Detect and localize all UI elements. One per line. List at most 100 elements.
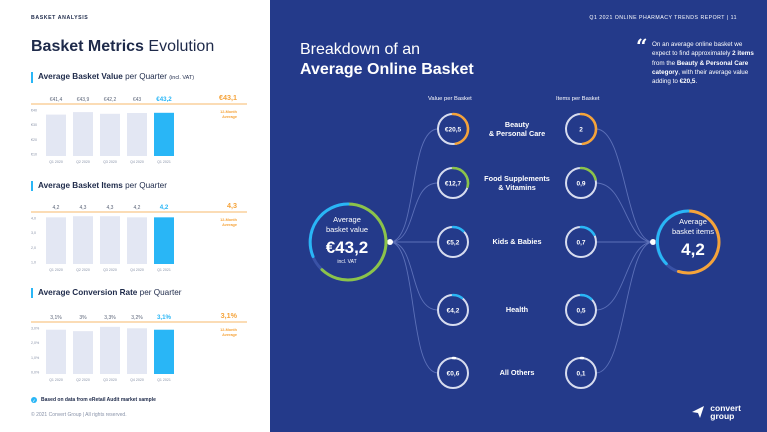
quote-bold: 2 items [732, 50, 754, 58]
basket-network-diagram: €20,5 2 €12,7 0,9 €5,2 0,7 €4,2 0,5 €0,6 0,1 [308, 112, 721, 389]
basket-items-heading: Average Basket Items per Quarter [31, 181, 167, 191]
logo-line1: convert [710, 403, 741, 413]
avg-items-number: 4,2 [681, 240, 705, 259]
x-tick-label: Q2 2020 [76, 378, 90, 382]
data-label: 3,1% [157, 314, 172, 321]
avg-items-label-line1: Average [679, 217, 707, 226]
x-tick-label: Q3 2020 [103, 268, 117, 272]
items-column-header: Items per Basket [556, 96, 600, 102]
connector-line [595, 182, 654, 243]
avg-items-ring-arc-blue [655, 209, 690, 266]
logo-line2: group [710, 411, 735, 421]
avg-value-sub: incl. VAT [337, 259, 357, 265]
items-ring-label: 0,9 [576, 180, 585, 187]
connector-line [595, 241, 654, 374]
breakdown-title-line2: Average Online Basket [300, 61, 474, 78]
hub-dot [387, 239, 393, 245]
value-column-header: Value per Basket [428, 96, 472, 102]
connector-line [389, 241, 439, 311]
section-tag: BASKET ANALYSIS [31, 15, 89, 21]
insight-quote: On an average online basket we expect to… [652, 40, 760, 86]
data-label: 3,2% [131, 315, 143, 321]
items-ring-label: 0,1 [576, 370, 585, 377]
data-label: 3,3% [104, 315, 116, 321]
average-label: 12-Month [220, 110, 238, 114]
bar [154, 329, 174, 374]
footnote-text: Based on data from eRetail Audit market … [41, 397, 156, 403]
data-label: 4,2 [160, 204, 169, 211]
average-value: 4,3 [227, 201, 237, 210]
avg-items-label-line2: basket items [671, 226, 715, 236]
items-ring-label: 2 [579, 126, 583, 133]
quote-icon: “ [636, 34, 648, 58]
basket-items-chart: 4,0 3,0 2,0 1,0 4,2 Q1 2020 4,3 Q2 2020 4,3 Q3 20… [31, 201, 247, 272]
average-value: €43,1 [219, 93, 237, 102]
footnote: ✓ Based on data from eRetail Audit market… [31, 397, 156, 403]
avg-value-ring-arc-blue [308, 202, 350, 258]
connector-line [595, 128, 654, 243]
x-tick-label: Q4 2020 [130, 378, 144, 382]
value-ring-label: €20,5 [445, 126, 462, 133]
connector-line [389, 241, 439, 374]
category-label: Kids & Babies [492, 237, 542, 247]
bar [127, 113, 147, 156]
convert-group-logo: convert group [690, 404, 741, 420]
bar [100, 326, 120, 374]
items-ring-label: 0,7 [576, 239, 585, 246]
y-tick-label: €30 [31, 123, 37, 127]
basket-metrics-panel: BASKET ANALYSIS Basket Metrics Evolution… [0, 0, 270, 432]
average-value: 3,1% [221, 311, 238, 320]
data-label: 3,1% [50, 315, 62, 321]
basket-items-heading-bold: Average Basket Items [38, 181, 123, 190]
avg-value-ring-arc-green [320, 202, 388, 282]
quote-part: , with their average value adding to [652, 68, 749, 86]
value-ring-label: €5,2 [447, 239, 460, 246]
category-label: All Others [499, 368, 535, 378]
x-tick-label: Q4 2020 [130, 268, 144, 272]
bar [127, 217, 147, 264]
average-label: 12-Month [220, 218, 238, 222]
conversion-rate-heading: Average Conversion Rate per Quarter [31, 288, 182, 298]
copyright: © 2021 Convert Group | All rights reserv… [31, 412, 127, 418]
data-label: €42,2 [104, 97, 117, 103]
y-tick-label: 1,0 [31, 261, 36, 265]
x-tick-label: Q1 2021 [157, 160, 171, 164]
y-tick-label: 3,0 [31, 231, 36, 235]
quote-part: On an average online basket we expect to… [652, 41, 743, 58]
connector-line [389, 182, 439, 243]
conversion-rate-heading-bold: Average Conversion Rate [38, 288, 138, 297]
y-tick-label: €20 [31, 138, 37, 142]
y-tick-label: €10 [31, 153, 37, 157]
x-tick-label: Q1 2021 [157, 268, 171, 272]
bar [127, 328, 147, 374]
x-tick-label: Q3 2020 [103, 378, 117, 382]
data-label: 4,2 [134, 205, 141, 211]
avg-value-number: €43,2 [325, 238, 369, 257]
items-ring-arc [579, 293, 593, 301]
basket-value-chart: €40 €30 €20 €10 €41,4 Q1 2020 €43,9 Q2 2020 €42,… [31, 93, 247, 164]
x-tick-label: Q1 2020 [49, 268, 63, 272]
bar [73, 216, 93, 264]
data-label: 4,3 [107, 205, 114, 211]
category-label: Health [505, 305, 529, 315]
quote-part: . [695, 78, 698, 86]
breakdown-title-line1: Breakdown of an [300, 41, 421, 58]
value-ring-label: €12,7 [445, 180, 462, 187]
info-icon: ✓ [31, 397, 37, 403]
page-title-bold: Basket Metrics [31, 38, 144, 55]
value-ring-arc [451, 225, 465, 233]
y-tick-label: 2,0% [31, 341, 40, 345]
bar [73, 112, 93, 156]
basket-value-heading-rest: per Quarter [122, 72, 170, 81]
value-ring-arc [451, 166, 470, 189]
items-ring-label: 0,5 [576, 307, 585, 314]
avg-items-ring-arc-orange [676, 209, 721, 275]
items-ring-arc [579, 166, 597, 181]
value-ring-arc [451, 293, 464, 300]
y-tick-label: 3,0% [31, 327, 40, 331]
average-basket-value-label: Average basket value €43,2 incl. VAT [312, 215, 382, 265]
y-tick-label: 2,0 [31, 246, 36, 250]
data-label: €43,2 [156, 96, 172, 103]
value-ring-arc [451, 112, 470, 146]
average-label: Average [222, 223, 237, 227]
